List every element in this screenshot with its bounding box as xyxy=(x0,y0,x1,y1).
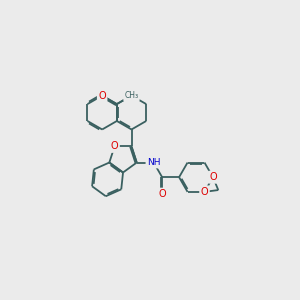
Text: O: O xyxy=(158,189,166,199)
Text: O: O xyxy=(201,187,208,197)
Text: CH₃: CH₃ xyxy=(124,91,139,100)
Text: O: O xyxy=(98,91,106,100)
Text: O: O xyxy=(128,91,135,100)
Text: NH: NH xyxy=(147,158,160,167)
Text: O: O xyxy=(209,172,217,182)
Text: O: O xyxy=(111,141,119,152)
